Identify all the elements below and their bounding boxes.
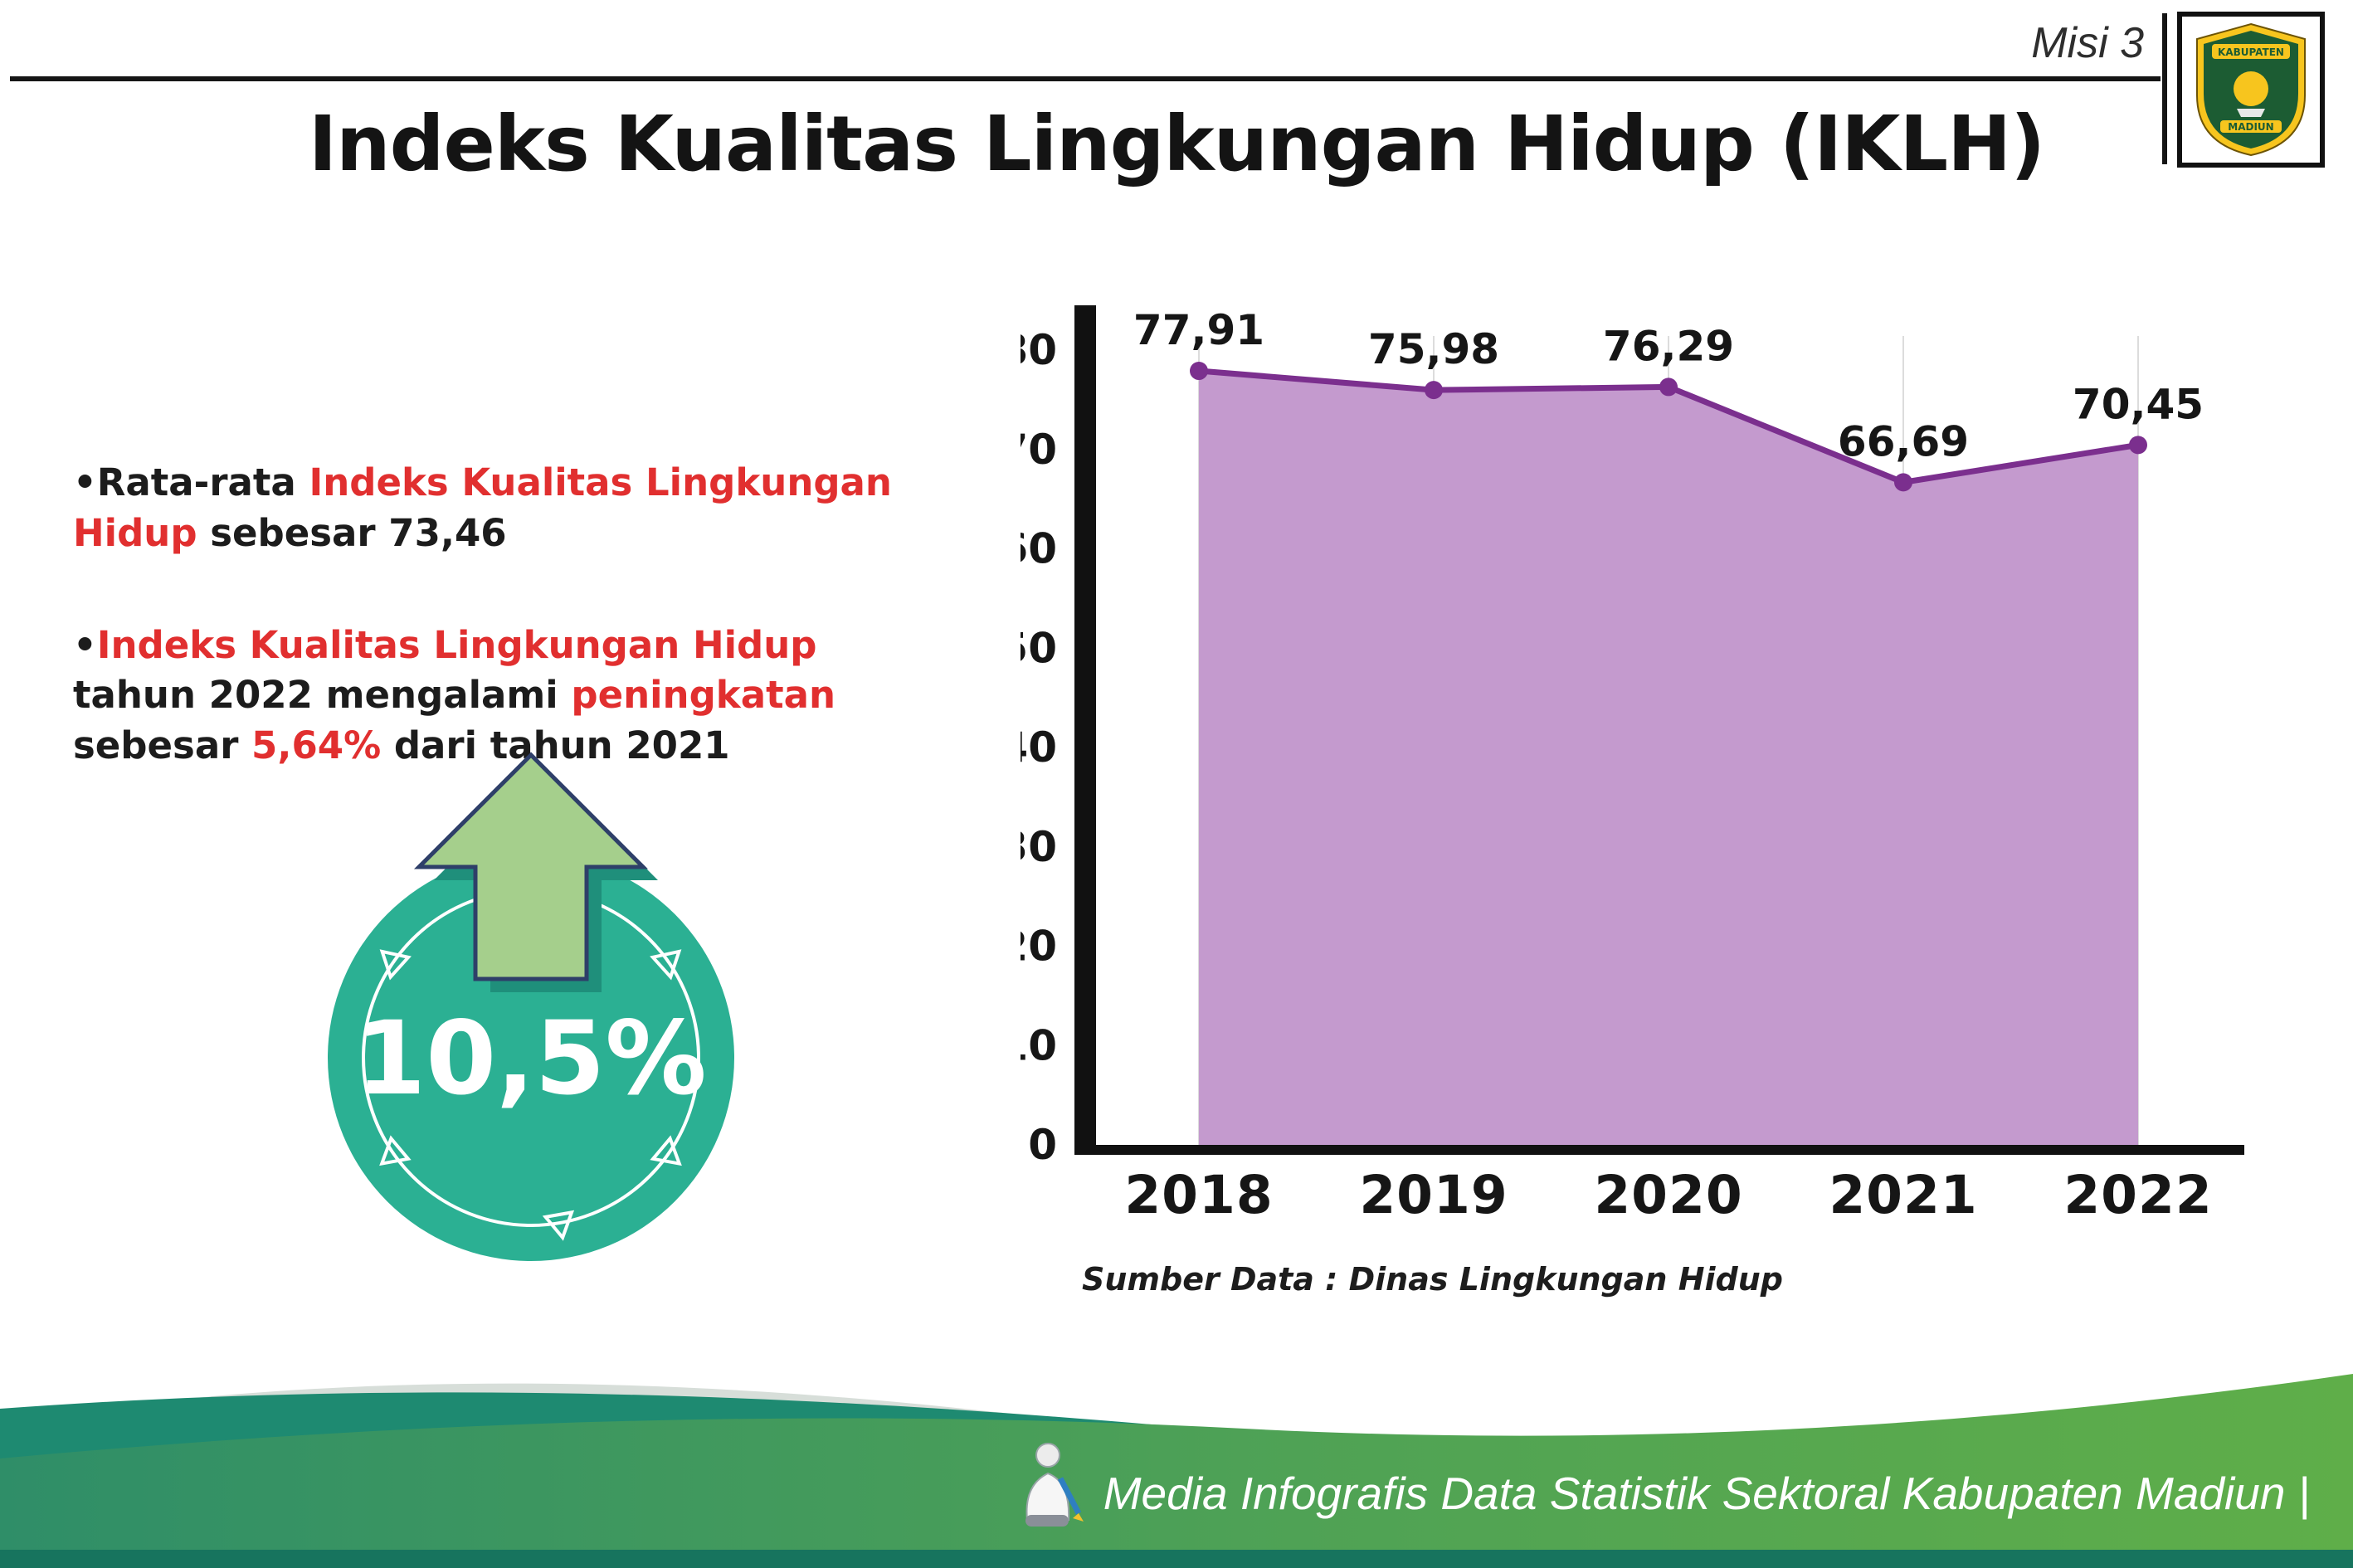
bullet-text: sebesar	[73, 723, 252, 767]
chart-source: Sumber Data : Dinas Lingkungan Hidup	[1082, 1261, 1783, 1298]
badge-value: 10,5%	[355, 1000, 706, 1118]
logo-frame: KABUPATEN MADIUN	[2177, 12, 2325, 168]
iklh-area-chart: 0 10 20 30 40 50 60 70 80 2018 2019 2020 2021 2022 77,…	[999, 305, 2244, 1225]
bullet-text-highlight: 5,64%	[251, 723, 382, 767]
bullet-text-highlight: peningkatan	[571, 673, 836, 718]
x-tick-label: 2021	[1829, 1165, 1977, 1225]
logo-bottom-text: MADIUN	[2228, 121, 2273, 133]
header-divider	[10, 76, 2161, 81]
misi-label: Misi 3	[2031, 19, 2144, 67]
bullet-marker: •	[73, 622, 97, 667]
y-tick-label: 50	[1021, 624, 1057, 672]
bullet-marker: •	[73, 460, 97, 504]
area-fill	[1199, 371, 2138, 1146]
bullet-text: dari tahun 2021	[381, 723, 730, 767]
badge-ring-ticks	[379, 949, 682, 1241]
bullet-item-increase: •Indeks Kualitas Lingkungan Hidup tahun …	[73, 621, 928, 772]
x-tick-label: 2022	[2063, 1165, 2212, 1225]
x-tick-label: 2020	[1594, 1165, 1742, 1225]
footer-waves	[0, 1374, 2353, 1568]
bullet-text-highlight: Indeks Kualitas Lingkungan Hidup	[73, 460, 892, 555]
y-tick-label: 40	[1021, 723, 1057, 772]
bullet-text: tahun 2022 mengalami	[73, 673, 572, 718]
footer-credit: Media Infografis Data Statistik Sektoral…	[1103, 1468, 2310, 1519]
wave-bottom-strip	[0, 1550, 2353, 1568]
kabupaten-madiun-logo: KABUPATEN MADIUN	[2196, 22, 2306, 157]
data-point	[1425, 381, 1443, 400]
increase-badge: 10,5%	[328, 752, 734, 1261]
data-point	[2129, 436, 2147, 455]
bullet-text: sebesar 73,46	[197, 510, 507, 555]
bullet-list: •Rata-rata Indeks Kualitas Lingkungan Hi…	[73, 458, 928, 833]
up-arrow-icon	[413, 752, 649, 981]
y-tick-label: 20	[1021, 923, 1057, 971]
logo-frame-line	[2162, 13, 2167, 164]
data-point	[1894, 473, 1912, 492]
data-value-label: 76,29	[1603, 322, 1734, 370]
x-tick-label: 2018	[1124, 1165, 1273, 1225]
page-title: Indeks Kualitas Lingkungan Hidup (IKLH)	[308, 100, 2045, 188]
data-value-label: 77,91	[1133, 306, 1264, 354]
bullet-item-average: •Rata-rata Indeks Kualitas Lingkungan Hi…	[73, 458, 928, 559]
y-tick-label: 30	[1021, 823, 1057, 871]
data-point	[1190, 362, 1208, 381]
data-value-label: 75,98	[1368, 325, 1499, 373]
iklh-chart: 0 10 20 30 40 50 60 70 80 2018 2019 2020 2021 2022 77,…	[999, 290, 2331, 1336]
y-axis	[1074, 305, 1096, 1155]
x-axis	[1074, 1145, 2244, 1155]
data-point	[1659, 377, 1678, 397]
bullet-text-highlight: Indeks Kualitas Lingkungan Hidup	[96, 622, 817, 667]
y-tick-label: 10	[1021, 1021, 1057, 1069]
y-tick-label: 60	[1021, 525, 1057, 573]
y-tick-label: 80	[1021, 326, 1057, 374]
logo-top-text: KABUPATEN	[2218, 46, 2284, 58]
y-tick-label: 0	[1028, 1121, 1057, 1169]
data-value-label: 70,45	[2073, 380, 2204, 428]
mascot-icon	[1025, 1443, 1084, 1527]
data-value-label: 66,69	[1838, 417, 1969, 465]
footer: Media Infografis Data Statistik Sektoral…	[1002, 1439, 2310, 1531]
bullet-text: Rata-rata	[96, 460, 309, 504]
y-tick-label: 70	[1021, 426, 1057, 474]
badge-circle	[328, 855, 734, 1261]
x-tick-label: 2019	[1359, 1165, 1508, 1225]
wave-green	[0, 1374, 2353, 1568]
